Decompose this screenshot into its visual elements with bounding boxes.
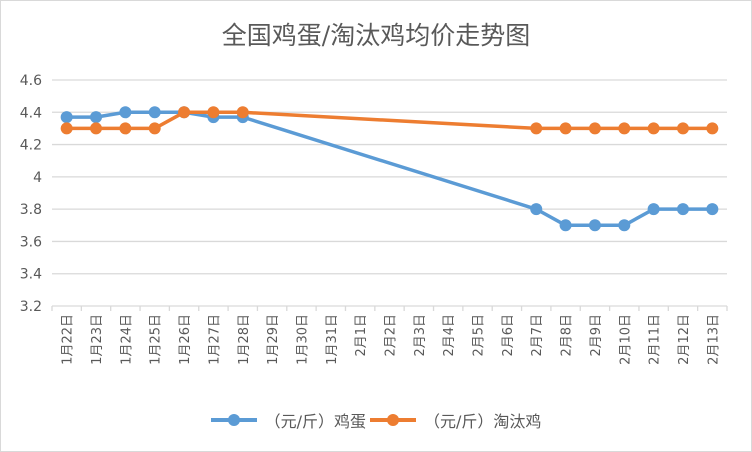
data-point-1 [618, 122, 631, 135]
legend-line-hen-icon [370, 414, 416, 426]
x-tick-label: 1月27日 [207, 314, 222, 365]
x-tick-label: 1月26日 [178, 314, 193, 365]
data-point-1 [178, 106, 191, 119]
legend-item-egg: （元/斤）鸡蛋 [210, 408, 366, 432]
x-tick-label: 2月2日 [384, 314, 399, 357]
x-tick-label: 1月28日 [237, 314, 252, 365]
data-point-0 [588, 219, 601, 232]
data-point-0 [148, 106, 161, 119]
data-point-1 [559, 122, 572, 135]
data-point-1 [676, 122, 689, 135]
data-point-0 [706, 203, 719, 216]
x-tick-label: 2月11日 [648, 314, 663, 365]
data-point-1 [119, 122, 132, 135]
series-line-1 [66, 110, 713, 131]
data-point-1 [207, 106, 220, 119]
data-point-0 [559, 219, 572, 232]
x-tick-label: 2月7日 [530, 314, 545, 357]
x-tick-label: 1月24日 [119, 314, 134, 365]
x-tick-label: 2月6日 [501, 314, 516, 357]
data-point-0 [618, 219, 631, 232]
data-point-1 [706, 122, 719, 135]
data-point-1 [90, 122, 103, 135]
data-point-0 [119, 106, 132, 119]
x-tick-label: 2月4日 [442, 314, 457, 357]
x-tick-label: 2月9日 [589, 314, 604, 357]
data-point-0 [90, 111, 103, 124]
data-point-0 [676, 203, 689, 216]
legend-label-egg: （元/斤）鸡蛋 [264, 412, 366, 431]
x-tick-label: 2月1日 [354, 314, 369, 357]
x-tick-label: 1月25日 [149, 314, 164, 365]
x-tick-label: 2月8日 [560, 314, 575, 357]
chart-title: 全国鸡蛋/淘汰鸡均价走势图 [221, 21, 531, 50]
y-tick-label: 3.4 [20, 267, 42, 283]
data-point-0 [647, 203, 660, 216]
y-tick-label: 3.6 [20, 234, 42, 250]
x-tick-label: 2月12日 [677, 314, 692, 365]
data-point-1 [588, 122, 601, 135]
x-tick-label: 1月30日 [295, 314, 310, 365]
x-tick-label: 1月23日 [90, 314, 105, 365]
y-tick-label: 3.2 [20, 299, 42, 315]
data-point-0 [530, 203, 543, 216]
y-tick-label: 4.2 [20, 138, 42, 154]
data-point-1 [530, 122, 543, 135]
x-tick-label: 2月13日 [706, 314, 721, 365]
y-tick-label: 4.6 [20, 73, 42, 89]
x-tick-label: 2月5日 [472, 314, 487, 357]
x-tick-label: 2月3日 [413, 314, 428, 357]
legend: （元/斤）鸡蛋 （元/斤）淘汰鸡 [0, 408, 752, 432]
y-tick-label: 3.8 [20, 202, 42, 218]
x-tick-label: 1月22日 [61, 314, 76, 365]
x-tick-label: 2月10日 [618, 314, 633, 365]
x-tick-label: 1月31日 [325, 314, 340, 365]
data-point-1 [148, 122, 161, 135]
data-point-0 [60, 111, 73, 124]
legend-line-egg-icon [210, 414, 257, 426]
x-tick-label: 1月29日 [266, 314, 281, 365]
legend-label-hen: （元/斤）淘汰鸡 [424, 412, 542, 431]
y-tick-label: 4.4 [20, 105, 42, 121]
data-point-1 [60, 122, 73, 135]
data-point-1 [647, 122, 660, 135]
data-point-1 [236, 106, 249, 119]
y-tick-label: 4 [33, 170, 42, 186]
legend-item-hen: （元/斤）淘汰鸡 [370, 408, 541, 432]
